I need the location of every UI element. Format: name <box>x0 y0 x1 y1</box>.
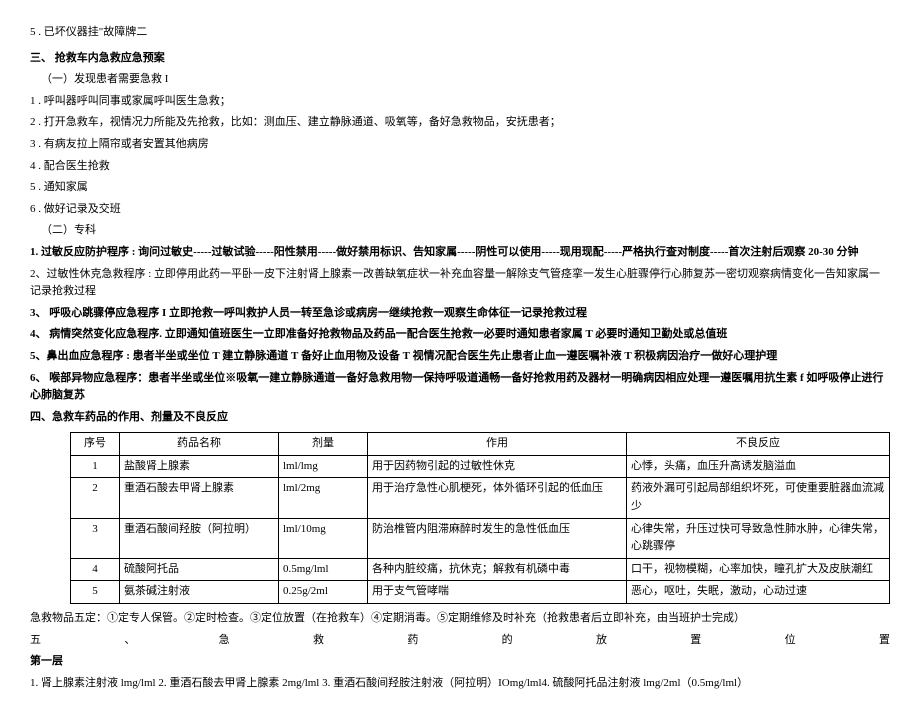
h5-char: 急 <box>219 632 230 650</box>
th-seq: 序号 <box>71 433 120 456</box>
list-item-5: 5 . 通知家属 <box>30 179 890 197</box>
cell: 用于支气管哮喘 <box>368 581 627 604</box>
table-row: 4 硫酸阿托品 0.5mg/lml 各种内脏绞痛，抗休克；解救有机磷中毒 口干，… <box>71 558 890 581</box>
procedure-5: 5、鼻出血应急程序 : 患者半坐或坐位 T 建立静脉通道 T 备好止血用物及设备… <box>30 348 890 366</box>
cell: 1 <box>71 455 120 478</box>
table-row: 1 盐酸肾上腺素 lml/lmg 用于因药物引起的过敏性休克 心悸，头痛，血压升… <box>71 455 890 478</box>
cell: 药液外漏可引起局部组织坏死，可使重要脏器血流减少 <box>627 478 890 518</box>
item-5: 5 . 已坏仪器挂"故障牌二 <box>30 24 890 42</box>
h5-char: 置 <box>690 632 701 650</box>
cell: 盐酸肾上腺素 <box>120 455 279 478</box>
th-adverse: 不良反应 <box>627 433 890 456</box>
list-item-2: 2 . 打开急救车，视情况力所能及先抢救，比如：测血压、建立静脉通道、吸氧等，备… <box>30 114 890 132</box>
table-row: 3 重酒石酸间羟胺（阿拉明） lml/10mg 防治椎管内阻滞麻醉时发生的急性低… <box>71 518 890 558</box>
floor-1-heading: 第一层 <box>30 653 890 671</box>
cell: 0.25g/2ml <box>279 581 368 604</box>
table-header-row: 序号 药品名称 剂量 作用 不良反应 <box>71 433 890 456</box>
cell: 各种内脏绞痛，抗休克；解救有机磷中毒 <box>368 558 627 581</box>
list-item-1: 1 . 呼叫器呼叫同事或家属呼叫医生急救； <box>30 93 890 111</box>
cell: 硫酸阿托品 <box>120 558 279 581</box>
th-dose: 剂量 <box>279 433 368 456</box>
th-name: 药品名称 <box>120 433 279 456</box>
table-row: 2 重酒石酸去甲肾上腺素 lml/2mg 用于治疗急性心肌梗死，体外循环引起的低… <box>71 478 890 518</box>
cell: 重酒石酸间羟胺（阿拉明） <box>120 518 279 558</box>
cell: 5 <box>71 581 120 604</box>
cell: 口干，视物模糊，心率加快，瞳孔扩大及皮肤潮红 <box>627 558 890 581</box>
procedure-4: 4、 病情突然变化应急程序. 立即通知值班医生一立即准备好抢救物品及药品一配合医… <box>30 326 890 344</box>
table-row: 5 氨茶碱注射液 0.25g/2ml 用于支气管哮喘 恶心，呕吐，失眠，激动，心… <box>71 581 890 604</box>
th-effect: 作用 <box>368 433 627 456</box>
cell: lml/lmg <box>279 455 368 478</box>
cell: 氨茶碱注射液 <box>120 581 279 604</box>
h5-char: 放 <box>596 632 607 650</box>
five-fixed-note: 急救物品五定：①定专人保管。②定时检查。③定位放置（在抢救车）④定期消毒。⑤定期… <box>30 610 890 628</box>
subheading-3-2: （二）专科 <box>30 222 890 240</box>
list-item-4: 4 . 配合医生抢救 <box>30 158 890 176</box>
h5-char: 、 <box>124 632 135 650</box>
h5-char: 救 <box>313 632 324 650</box>
cell: 4 <box>71 558 120 581</box>
cell: 重酒石酸去甲肾上腺素 <box>120 478 279 518</box>
cell: 防治椎管内阻滞麻醉时发生的急性低血压 <box>368 518 627 558</box>
h5-char: 五 <box>30 632 41 650</box>
h5-char: 药 <box>407 632 418 650</box>
cell: lml/2mg <box>279 478 368 518</box>
cell: 心悸，头痛，血压升高诱发脑溢血 <box>627 455 890 478</box>
floor-1-items: 1. 肾上腺素注射液 lmg/lml 2. 重酒石酸去甲肾上腺素 2mg/lml… <box>30 675 890 693</box>
procedure-3: 3、 呼吸心跳骤停应急程序 I 立即抢救一呼叫救护人员一转至急诊或病房一继续抢救… <box>30 305 890 323</box>
cell: 用于因药物引起的过敏性休克 <box>368 455 627 478</box>
cell: 0.5mg/lml <box>279 558 368 581</box>
cell: lml/10mg <box>279 518 368 558</box>
h5-char: 位 <box>785 632 796 650</box>
list-item-3: 3 . 有病友拉上隔帘或者安置其他病房 <box>30 136 890 154</box>
cell: 2 <box>71 478 120 518</box>
heading-3: 三、 抢救车内急救应急预案 <box>30 50 890 68</box>
cell: 3 <box>71 518 120 558</box>
cell: 心律失常，升压过快可导致急性肺水肿，心律失常，心跳骤停 <box>627 518 890 558</box>
procedure-6: 6、 喉部异物应急程序：患者半坐或坐位※吸氧一建立静脉通道一备好急救用物一保持呼… <box>30 370 890 405</box>
procedure-2: 2、过敏性休克急救程序 : 立即停用此药一平卧一皮下注射肾上腺素一改善缺氧症状一… <box>30 266 890 301</box>
drug-table: 序号 药品名称 剂量 作用 不良反应 1 盐酸肾上腺素 lml/lmg 用于因药… <box>70 432 890 604</box>
heading-5: 五 、 急 救 药 的 放 置 位 置 <box>30 632 890 650</box>
h5-char: 的 <box>502 632 513 650</box>
h5-char: 置 <box>879 632 890 650</box>
cell: 用于治疗急性心肌梗死，体外循环引起的低血压 <box>368 478 627 518</box>
subheading-3-1: （一）发现患者需要急救 I <box>30 71 890 89</box>
heading-4: 四、急救车药品的作用、剂量及不良反应 <box>30 409 890 427</box>
procedure-1: 1. 过敏反应防护程序 : 询问过敏史-----过敏试验-----阳性禁用---… <box>30 244 890 262</box>
list-item-6: 6 . 做好记录及交班 <box>30 201 890 219</box>
cell: 恶心，呕吐，失眠，激动，心动过速 <box>627 581 890 604</box>
